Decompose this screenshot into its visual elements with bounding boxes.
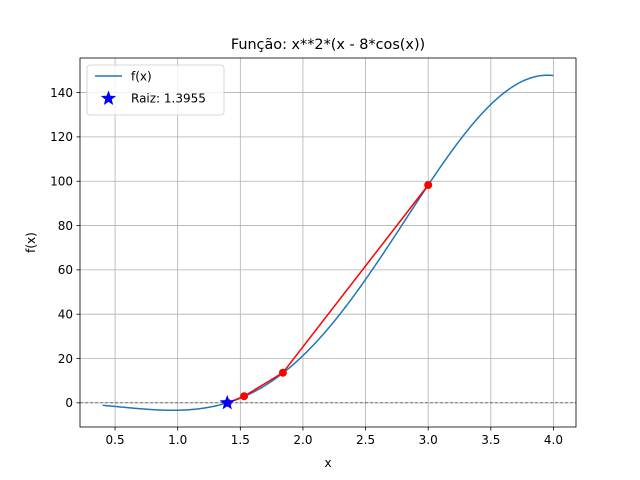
x-axis: 0.5 1.0 1.5 2.0 2.5 3.0 3.5 4.0 <box>106 427 563 447</box>
legend-label-curve: f(x) <box>131 70 152 84</box>
y-tick-label: 100 <box>50 175 73 189</box>
x-tick-label: 1.5 <box>231 433 250 447</box>
x-tick-label: 2.5 <box>356 433 375 447</box>
y-tick-label: 120 <box>50 130 73 144</box>
y-tick-label: 80 <box>58 219 73 233</box>
y-tick-label: 0 <box>65 396 73 410</box>
series-line-fx <box>102 74 554 411</box>
chart-title: Função: x**2*(x - 8*cos(x)) <box>231 37 425 53</box>
iteration-path <box>227 184 429 404</box>
legend-star-marker <box>100 90 117 105</box>
x-axis-label: x <box>324 456 331 470</box>
y-axis-label: f(x) <box>24 232 38 253</box>
x-tick-label: 3.5 <box>481 433 500 447</box>
legend: f(x) Raiz: 1.3955 <box>86 64 225 116</box>
iteration-point <box>424 180 433 189</box>
legend-label-root: Raiz: 1.3955 <box>131 92 206 106</box>
y-tick-label: 20 <box>58 352 73 366</box>
x-tick-label: 3.0 <box>419 433 438 447</box>
iteration-point <box>240 392 249 401</box>
root-star-marker <box>219 394 235 410</box>
x-tick-label: 0.5 <box>106 433 125 447</box>
y-tick-label: 140 <box>50 86 73 100</box>
iteration-point <box>278 368 287 377</box>
x-tick-label: 2.0 <box>293 433 312 447</box>
axes-frame <box>79 57 577 428</box>
plot-area <box>80 74 576 411</box>
x-tick-label: 1.0 <box>168 433 187 447</box>
y-tick-label: 40 <box>58 307 73 321</box>
legend-box <box>86 64 225 116</box>
y-axis: 0 20 40 60 80 100 120 140 <box>50 86 80 410</box>
x-tick-label: 4.0 <box>544 433 563 447</box>
y-tick-label: 60 <box>58 263 73 277</box>
